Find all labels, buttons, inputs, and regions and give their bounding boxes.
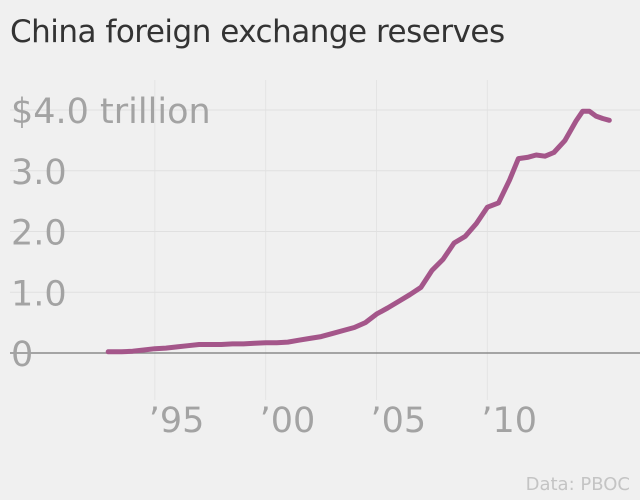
chart-title: China foreign exchange reserves: [10, 14, 505, 50]
y-tick-label: 3.0: [11, 153, 67, 193]
x-tick-label: ’00: [260, 401, 316, 441]
y-tick-label: $4.0 trillion: [11, 92, 211, 132]
source-note: Data: PBOC: [526, 474, 630, 495]
x-tick-label: ’95: [149, 401, 205, 441]
x-tick-label: ’05: [371, 401, 427, 441]
y-tick-label: 0: [11, 335, 33, 375]
x-tick-label: ’10: [481, 401, 537, 441]
series-line: [105, 108, 612, 355]
y-tick-label: 2.0: [11, 214, 67, 254]
y-tick-label: 1.0: [11, 274, 67, 314]
